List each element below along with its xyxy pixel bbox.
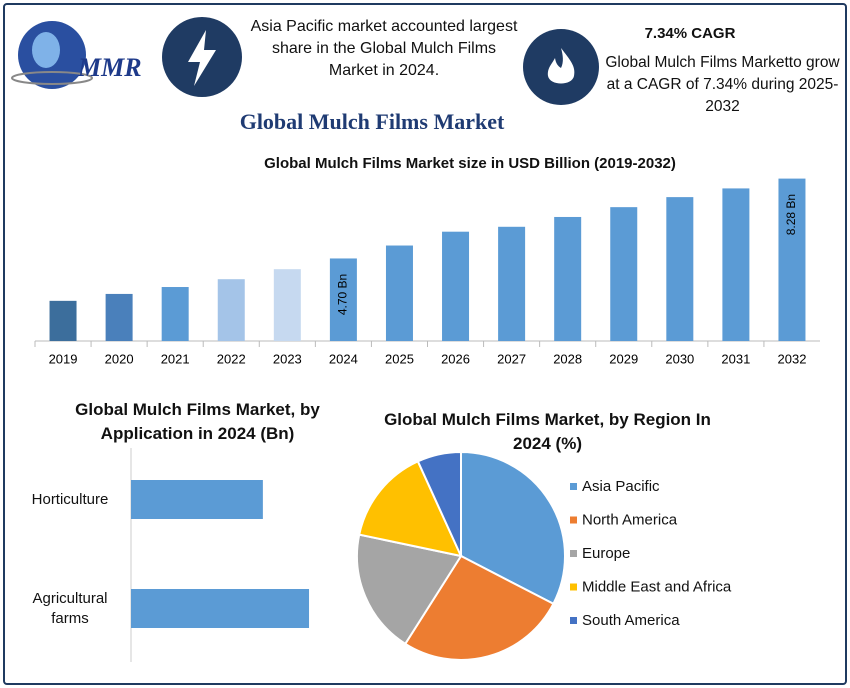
- chart-title: Global Mulch Films Market size in USD Bi…: [264, 155, 676, 172]
- bar: [105, 293, 133, 341]
- bar: [329, 258, 357, 341]
- pie-slice: [358, 460, 463, 558]
- bar: [722, 188, 750, 341]
- bar: [273, 269, 301, 341]
- legend-swatch: [570, 617, 577, 624]
- bar: [161, 287, 189, 341]
- logo-text: MMR: [77, 53, 142, 82]
- main-title: Global Mulch Films Market: [240, 109, 505, 134]
- pie-slice: [460, 450, 566, 606]
- highlight-text: Asia Pacific market accounted largest sh…: [250, 18, 518, 79]
- bar: [49, 300, 77, 341]
- x-tick-label: 2029: [609, 351, 638, 366]
- pie-slice: [403, 554, 555, 661]
- bar: [131, 589, 310, 628]
- chart-title: Global Mulch Films Market, by Region In …: [384, 410, 711, 453]
- logo: MMR: [11, 21, 142, 89]
- bar: [610, 207, 638, 341]
- value-label: 8.28 Bn: [784, 194, 798, 235]
- value-label: 4.70 Bn: [336, 274, 350, 315]
- x-tick-label: 2022: [217, 351, 246, 366]
- pie-slice: [356, 533, 463, 646]
- bar: [498, 226, 526, 341]
- y-tick-label: Agricultural farms: [32, 589, 108, 627]
- legend-label: Middle East and Africa: [582, 578, 732, 595]
- bar: [666, 197, 694, 341]
- legend-swatch: [570, 483, 577, 490]
- y-tick-label: Horticulture: [31, 490, 109, 508]
- highlight-title: 7.34% CAGR: [644, 25, 736, 42]
- icon-circle: [523, 29, 599, 105]
- pie-slice: [416, 450, 462, 557]
- legend-label: Asia Pacific: [582, 478, 660, 495]
- bolt-icon: [188, 30, 216, 86]
- legend-swatch: [570, 516, 577, 524]
- legend-label: Europe: [582, 545, 630, 562]
- highlight-text: Global Mulch Films Marketto grow at a CA…: [605, 54, 840, 115]
- legend-label: South America: [582, 612, 680, 629]
- bar: [217, 279, 245, 341]
- x-tick-label: 2024: [329, 351, 358, 366]
- bar: [554, 216, 582, 341]
- x-tick-label: 2019: [49, 351, 78, 366]
- bar: [385, 245, 413, 341]
- x-tick-label: 2030: [665, 351, 694, 366]
- legend-swatch: [570, 550, 577, 557]
- x-tick-label: 2027: [497, 351, 526, 366]
- x-tick-label: 2031: [721, 351, 750, 366]
- x-tick-label: 2032: [778, 351, 807, 366]
- globe-ring: [11, 71, 93, 85]
- chart-title: Global Mulch Films Market, by Applicatio…: [75, 400, 320, 443]
- bar: [131, 480, 263, 519]
- bar: [442, 231, 470, 341]
- x-tick-label: 2023: [273, 351, 302, 366]
- globe-land: [32, 32, 60, 68]
- legend-label: North America: [582, 511, 678, 528]
- legend-swatch: [570, 583, 577, 591]
- frame: [3, 3, 847, 685]
- flame-icon: [547, 48, 575, 84]
- x-tick-label: 2021: [161, 351, 190, 366]
- bar: [778, 178, 806, 341]
- x-tick-label: 2020: [105, 351, 134, 366]
- x-tick-label: 2025: [385, 351, 414, 366]
- x-tick-label: 2028: [553, 351, 582, 366]
- x-tick-label: 2026: [441, 351, 470, 366]
